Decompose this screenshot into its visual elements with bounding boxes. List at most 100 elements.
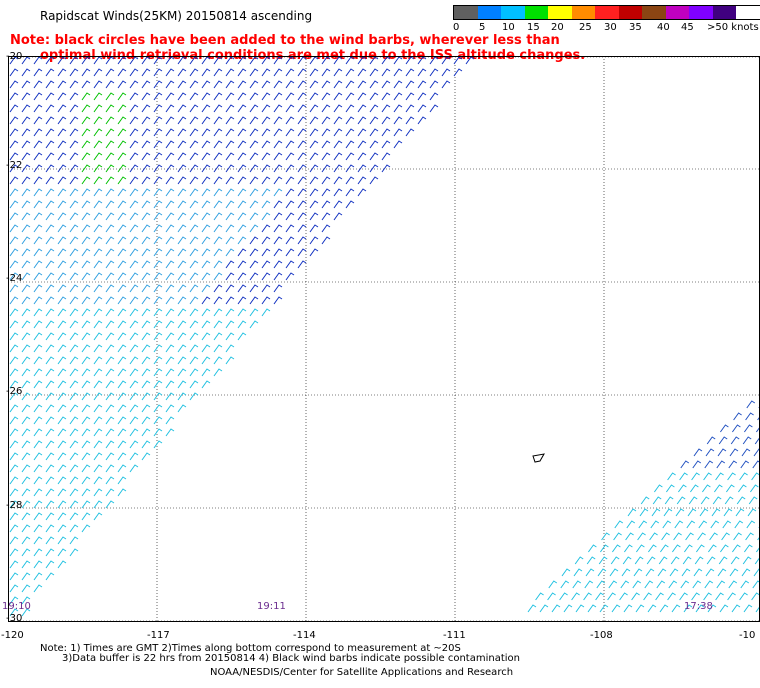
wind-barb bbox=[45, 392, 55, 401]
wind-barb bbox=[33, 284, 43, 293]
wind-barb bbox=[117, 104, 127, 113]
wind-barb bbox=[21, 560, 31, 569]
wind-barb bbox=[93, 356, 103, 365]
wind-barb bbox=[129, 248, 139, 257]
wind-barb bbox=[237, 224, 247, 233]
wind-barb bbox=[189, 92, 199, 101]
wind-barb bbox=[571, 592, 580, 601]
wind-barb bbox=[105, 104, 115, 113]
wind-barb bbox=[548, 580, 558, 589]
wind-barb bbox=[658, 556, 668, 565]
wind-barb bbox=[608, 580, 618, 589]
wind-barb bbox=[213, 236, 223, 245]
wind-barb bbox=[9, 596, 19, 605]
wind-barb bbox=[177, 356, 187, 365]
wind-barb bbox=[93, 128, 103, 137]
legend-swatch bbox=[618, 6, 642, 19]
wind-barb bbox=[165, 356, 175, 365]
wind-barb bbox=[237, 128, 247, 137]
wind-barb bbox=[21, 92, 31, 101]
wind-barb bbox=[681, 568, 691, 577]
wind-barb bbox=[33, 464, 43, 473]
wind-barb bbox=[201, 128, 211, 137]
wind-barb bbox=[393, 116, 403, 125]
wind-barb bbox=[21, 332, 31, 341]
wind-barb bbox=[309, 128, 319, 137]
wind-barb bbox=[740, 460, 750, 469]
wind-barb bbox=[596, 580, 606, 589]
wind-barb bbox=[81, 368, 91, 377]
wind-barb bbox=[93, 212, 103, 221]
wind-barb bbox=[297, 236, 307, 245]
wind-barb bbox=[638, 520, 648, 529]
wind-barb bbox=[81, 248, 91, 257]
wind-barb bbox=[105, 224, 115, 233]
wind-barb bbox=[105, 356, 115, 365]
wind-barb bbox=[611, 544, 621, 553]
wind-barb bbox=[129, 188, 139, 197]
wind-barb bbox=[249, 176, 259, 185]
wind-barb bbox=[33, 584, 43, 593]
wind-barb bbox=[285, 128, 295, 137]
wind-barb bbox=[321, 116, 331, 125]
wind-barb bbox=[249, 224, 259, 233]
wind-barb bbox=[21, 440, 31, 449]
wind-barb bbox=[177, 224, 187, 233]
wind-barb bbox=[321, 68, 331, 77]
wind-barb bbox=[57, 200, 67, 209]
wind-barb bbox=[117, 140, 127, 149]
wind-barb bbox=[273, 236, 283, 245]
wind-barb bbox=[81, 56, 91, 65]
wind-barb bbox=[333, 152, 343, 161]
wind-barb bbox=[743, 424, 753, 433]
wind-barb bbox=[237, 68, 247, 77]
lon-label: -111 bbox=[443, 630, 466, 641]
wind-barb bbox=[177, 380, 187, 389]
wind-barb bbox=[736, 496, 746, 505]
wind-barb bbox=[33, 152, 43, 161]
wind-barb bbox=[45, 476, 55, 485]
wind-barb bbox=[595, 592, 604, 601]
legend-label: 30 bbox=[604, 22, 617, 33]
wind-barb bbox=[261, 260, 271, 269]
wind-barb bbox=[261, 224, 271, 233]
wind-barb bbox=[141, 356, 151, 365]
wind-barb bbox=[201, 200, 211, 209]
wind-barb bbox=[573, 568, 583, 577]
wind-barb bbox=[381, 128, 391, 137]
wind-barb bbox=[93, 272, 103, 281]
wind-barb bbox=[129, 176, 139, 185]
wind-barb bbox=[585, 568, 595, 577]
lat-label: -26 bbox=[6, 386, 23, 397]
wind-barb bbox=[213, 212, 223, 221]
wind-barb bbox=[345, 152, 355, 161]
wind-barb bbox=[9, 416, 19, 425]
wind-barb bbox=[117, 344, 127, 353]
wind-barb bbox=[539, 604, 549, 613]
wind-barb bbox=[225, 248, 235, 257]
wind-barb bbox=[129, 92, 139, 101]
wind-barb bbox=[685, 532, 694, 541]
wind-barb bbox=[45, 260, 55, 269]
wind-barb bbox=[45, 92, 55, 101]
wind-barb bbox=[57, 164, 67, 173]
footer-note-1: Note: 1) Times are GMT 2)Times along bot… bbox=[40, 643, 461, 654]
wind-barb bbox=[33, 488, 43, 497]
wind-barb bbox=[225, 356, 235, 365]
note-line-2: optimal wind retrieval conditions are me… bbox=[40, 48, 586, 63]
wind-barb bbox=[153, 212, 163, 221]
wind-barb bbox=[620, 580, 630, 589]
wind-barb bbox=[754, 556, 760, 565]
wind-barb bbox=[9, 512, 19, 521]
wind-barb bbox=[33, 80, 43, 89]
wind-barb bbox=[189, 332, 199, 341]
wind-barb bbox=[213, 368, 223, 377]
wind-barb bbox=[201, 212, 211, 221]
wind-barb bbox=[105, 344, 115, 353]
wind-barb bbox=[165, 248, 175, 257]
wind-barb bbox=[381, 80, 391, 89]
wind-barb bbox=[33, 536, 43, 545]
wind-barb bbox=[670, 556, 680, 565]
wind-barb bbox=[728, 580, 738, 589]
wind-barb bbox=[369, 176, 379, 185]
